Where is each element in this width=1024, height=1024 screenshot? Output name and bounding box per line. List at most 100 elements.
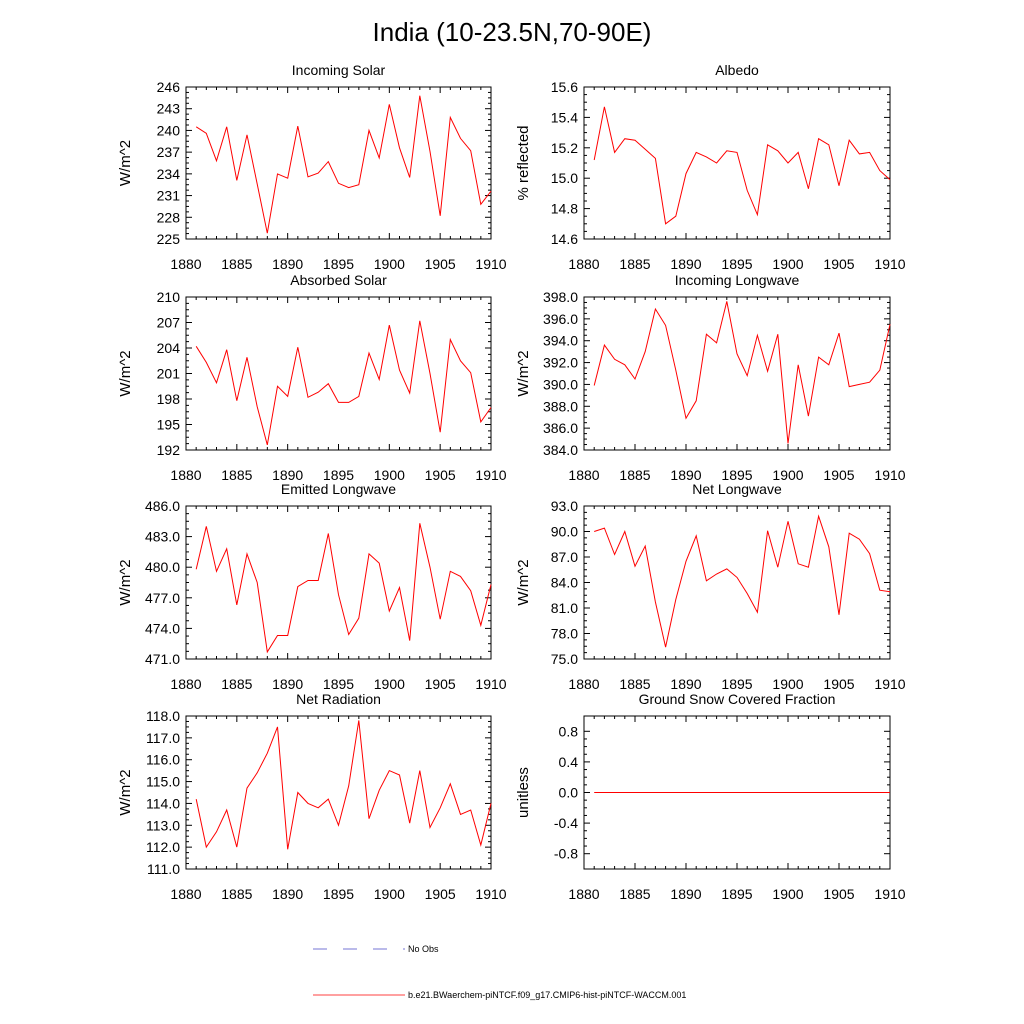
y-tick-label: 111.0	[147, 861, 180, 877]
y-tick-label: 474.0	[145, 620, 180, 636]
chart-panel: Albedo % reflected 14.6 14.8 15.0 15.2 15.4 15.…	[515, 62, 906, 272]
x-tick-label: 1900	[772, 256, 803, 272]
plot-frame	[185, 505, 492, 660]
y-tick-label: 112.0	[146, 839, 180, 855]
series-line	[195, 523, 492, 654]
x-tick-label: 1885	[619, 676, 650, 692]
x-tick-label: 1890	[670, 256, 701, 272]
y-tick-label: 81.0	[551, 600, 578, 616]
y-axis-label: W/m^2	[117, 350, 134, 396]
x-tick-label: 1895	[323, 676, 354, 692]
y-tick-label: 14.8	[551, 201, 578, 217]
x-tick-label: 1910	[475, 467, 506, 483]
y-axis-label: W/m^2	[117, 769, 134, 815]
panel-title: Net Radiation	[296, 691, 381, 707]
y-axis-label: W/m^2	[117, 559, 134, 605]
x-tick-label: 1890	[272, 886, 303, 902]
y-tick-label: 480.0	[145, 559, 180, 575]
x-tick-label: 1890	[670, 886, 701, 902]
series-line	[594, 514, 891, 648]
x-tick-label: 1910	[475, 886, 506, 902]
y-tick-label: 384.0	[543, 442, 578, 458]
x-tick-label: 1900	[772, 676, 803, 692]
chart-panel: Incoming Solar W/m^2 225 228 231 234 237 240 243…	[117, 62, 507, 272]
x-tick-label: 1910	[874, 467, 905, 483]
chart-panel: Net Longwave W/m^2 75.0 78.0 81.0 84.0 87.0 90.…	[515, 481, 906, 692]
chart-panel: Net Radiation W/m^2 111.0 112.0 113.0 114.0 11…	[117, 691, 507, 902]
y-tick-label: 198	[157, 391, 181, 407]
y-tick-label: 84.0	[551, 575, 578, 591]
chart-panel: Absorbed Solar W/m^2 192 195 198 201 204 207 210…	[117, 272, 507, 483]
legend-model-label: b.e21.BWaerchem-piNTCF.f09_g17.CMIP6-his…	[408, 990, 686, 1000]
y-tick-label: 243	[157, 101, 181, 117]
y-tick-label: 237	[157, 144, 181, 160]
y-axis-label: unitless	[515, 767, 532, 818]
y-tick-label: 231	[157, 188, 181, 204]
x-tick-label: 1890	[670, 467, 701, 483]
x-tick-label: 1910	[874, 676, 905, 692]
y-tick-label: 15.2	[551, 140, 578, 156]
x-tick-label: 1905	[823, 256, 854, 272]
x-tick-label: 1885	[619, 886, 650, 902]
x-tick-label: 1900	[374, 467, 405, 483]
legend: No Obs b.e21.BWaerchem-piNTCF.f09_g17.CM…	[313, 944, 686, 1000]
x-tick-label: 1880	[568, 676, 599, 692]
x-tick-label: 1910	[874, 886, 905, 902]
x-tick-label: 1905	[425, 886, 456, 902]
y-tick-label: 87.0	[551, 549, 578, 565]
x-tick-label: 1880	[170, 467, 201, 483]
y-tick-label: 392.0	[543, 355, 578, 371]
y-tick-label: 477.0	[145, 590, 180, 606]
x-tick-label: 1885	[619, 467, 650, 483]
x-tick-label: 1880	[170, 676, 201, 692]
panel-title: Absorbed Solar	[290, 272, 387, 288]
y-tick-label: 240	[157, 122, 181, 138]
y-tick-label: 201	[157, 366, 181, 382]
x-tick-label: 1890	[670, 676, 701, 692]
y-tick-label: -0.4	[554, 815, 578, 831]
y-tick-label: 398.0	[543, 289, 578, 305]
chart-panel: Emitted Longwave W/m^2 471.0 474.0 477.0 480.…	[117, 481, 507, 692]
x-tick-label: 1890	[272, 467, 303, 483]
y-tick-label: 483.0	[145, 529, 180, 545]
x-tick-label: 1905	[425, 676, 456, 692]
y-tick-label: 388.0	[543, 398, 578, 414]
y-tick-label: 114.0	[146, 795, 180, 811]
y-tick-label: 396.0	[543, 311, 578, 327]
y-tick-label: 75.0	[551, 651, 578, 667]
panel-title: Ground Snow Covered Fraction	[639, 691, 836, 707]
panel-title: Albedo	[715, 62, 759, 78]
y-tick-label: 394.0	[543, 333, 578, 349]
x-tick-label: 1910	[874, 256, 905, 272]
y-tick-label: 90.0	[551, 524, 578, 540]
x-tick-label: 1880	[568, 886, 599, 902]
y-tick-label: 386.0	[543, 420, 578, 436]
x-tick-label: 1885	[221, 886, 252, 902]
y-axis-label: % reflected	[515, 125, 532, 200]
plot-frame	[583, 296, 891, 451]
y-tick-label: 116.0	[146, 752, 180, 768]
y-tick-label: 390.0	[543, 376, 578, 392]
x-tick-label: 1895	[721, 256, 752, 272]
y-axis-label: W/m^2	[515, 350, 532, 396]
y-tick-label: 0.8	[559, 723, 579, 739]
y-tick-label: 210	[157, 289, 181, 305]
panel-title: Incoming Longwave	[675, 272, 800, 288]
x-tick-label: 1905	[823, 676, 854, 692]
y-tick-label: 246	[157, 79, 181, 95]
chart-panel: Incoming Longwave W/m^2 384.0 386.0 388.0 390…	[515, 272, 906, 483]
y-tick-label: 234	[157, 166, 181, 182]
figure-title: India (10-23.5N,70-90E)	[373, 17, 652, 47]
y-tick-label: 115.0	[146, 774, 180, 790]
x-tick-label: 1880	[170, 886, 201, 902]
x-tick-label: 1880	[170, 256, 201, 272]
series-line	[593, 301, 891, 444]
y-tick-label: 192	[157, 442, 181, 458]
x-tick-label: 1885	[221, 676, 252, 692]
x-tick-label: 1890	[272, 256, 303, 272]
panel-title: Net Longwave	[692, 481, 782, 497]
x-tick-label: 1885	[619, 256, 650, 272]
x-tick-label: 1910	[475, 676, 506, 692]
y-tick-label: 486.0	[145, 498, 180, 514]
